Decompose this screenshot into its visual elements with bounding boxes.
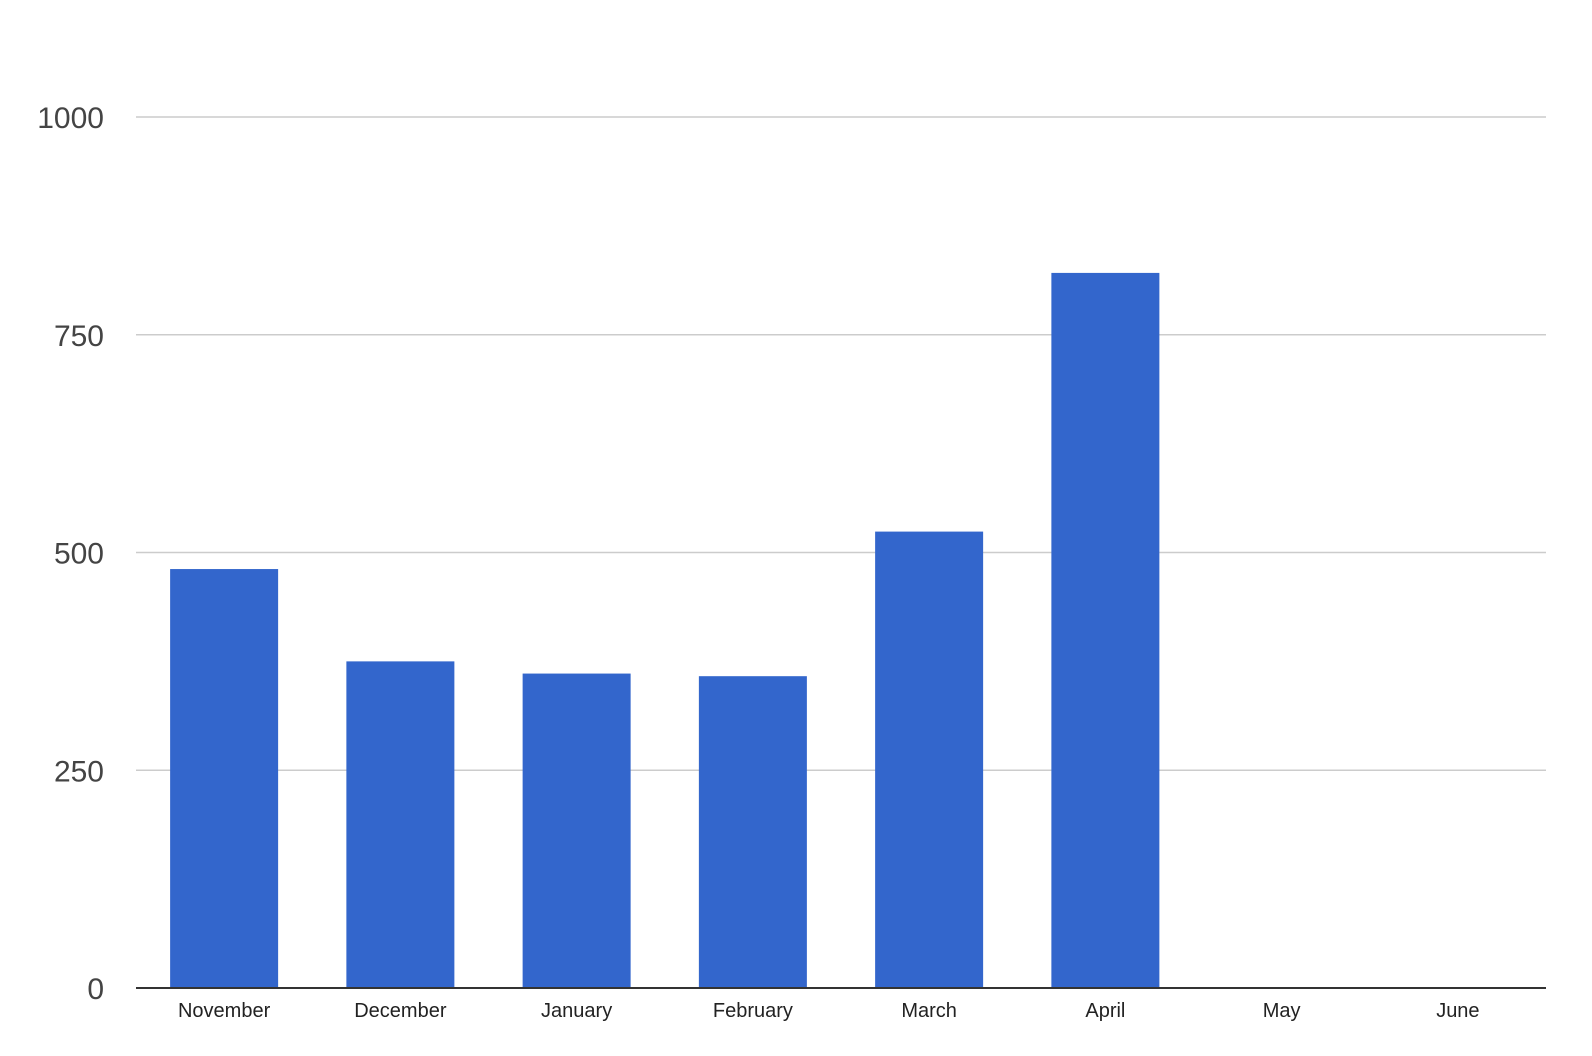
bar-april — [1051, 272, 1160, 988]
x-axis-tick-labels: November December January February March Apri… — [178, 1000, 1480, 1022]
x-tick-label: June — [1436, 1000, 1479, 1022]
x-tick-label: January — [541, 1000, 612, 1022]
y-tick-label: 750 — [54, 320, 104, 353]
bar-december — [346, 661, 455, 988]
x-tick-label: March — [901, 1000, 957, 1022]
x-tick-label: December — [354, 1000, 447, 1022]
gridlines — [136, 116, 1546, 771]
x-tick-label: May — [1263, 1000, 1301, 1022]
x-tick-label: November — [178, 1000, 271, 1022]
bar-february — [698, 676, 807, 988]
bars — [170, 272, 1160, 988]
y-tick-label: 0 — [87, 973, 104, 1006]
y-tick-label: 1000 — [37, 102, 104, 135]
y-axis-tick-labels: 0 250 500 750 1000 — [37, 102, 104, 1006]
bar-january — [522, 673, 631, 988]
bar-november — [170, 569, 279, 988]
y-tick-label: 250 — [54, 755, 104, 788]
bar-march — [875, 531, 984, 988]
y-tick-label: 500 — [54, 538, 104, 571]
x-tick-label: April — [1085, 1000, 1125, 1022]
x-tick-label: February — [713, 1000, 793, 1022]
